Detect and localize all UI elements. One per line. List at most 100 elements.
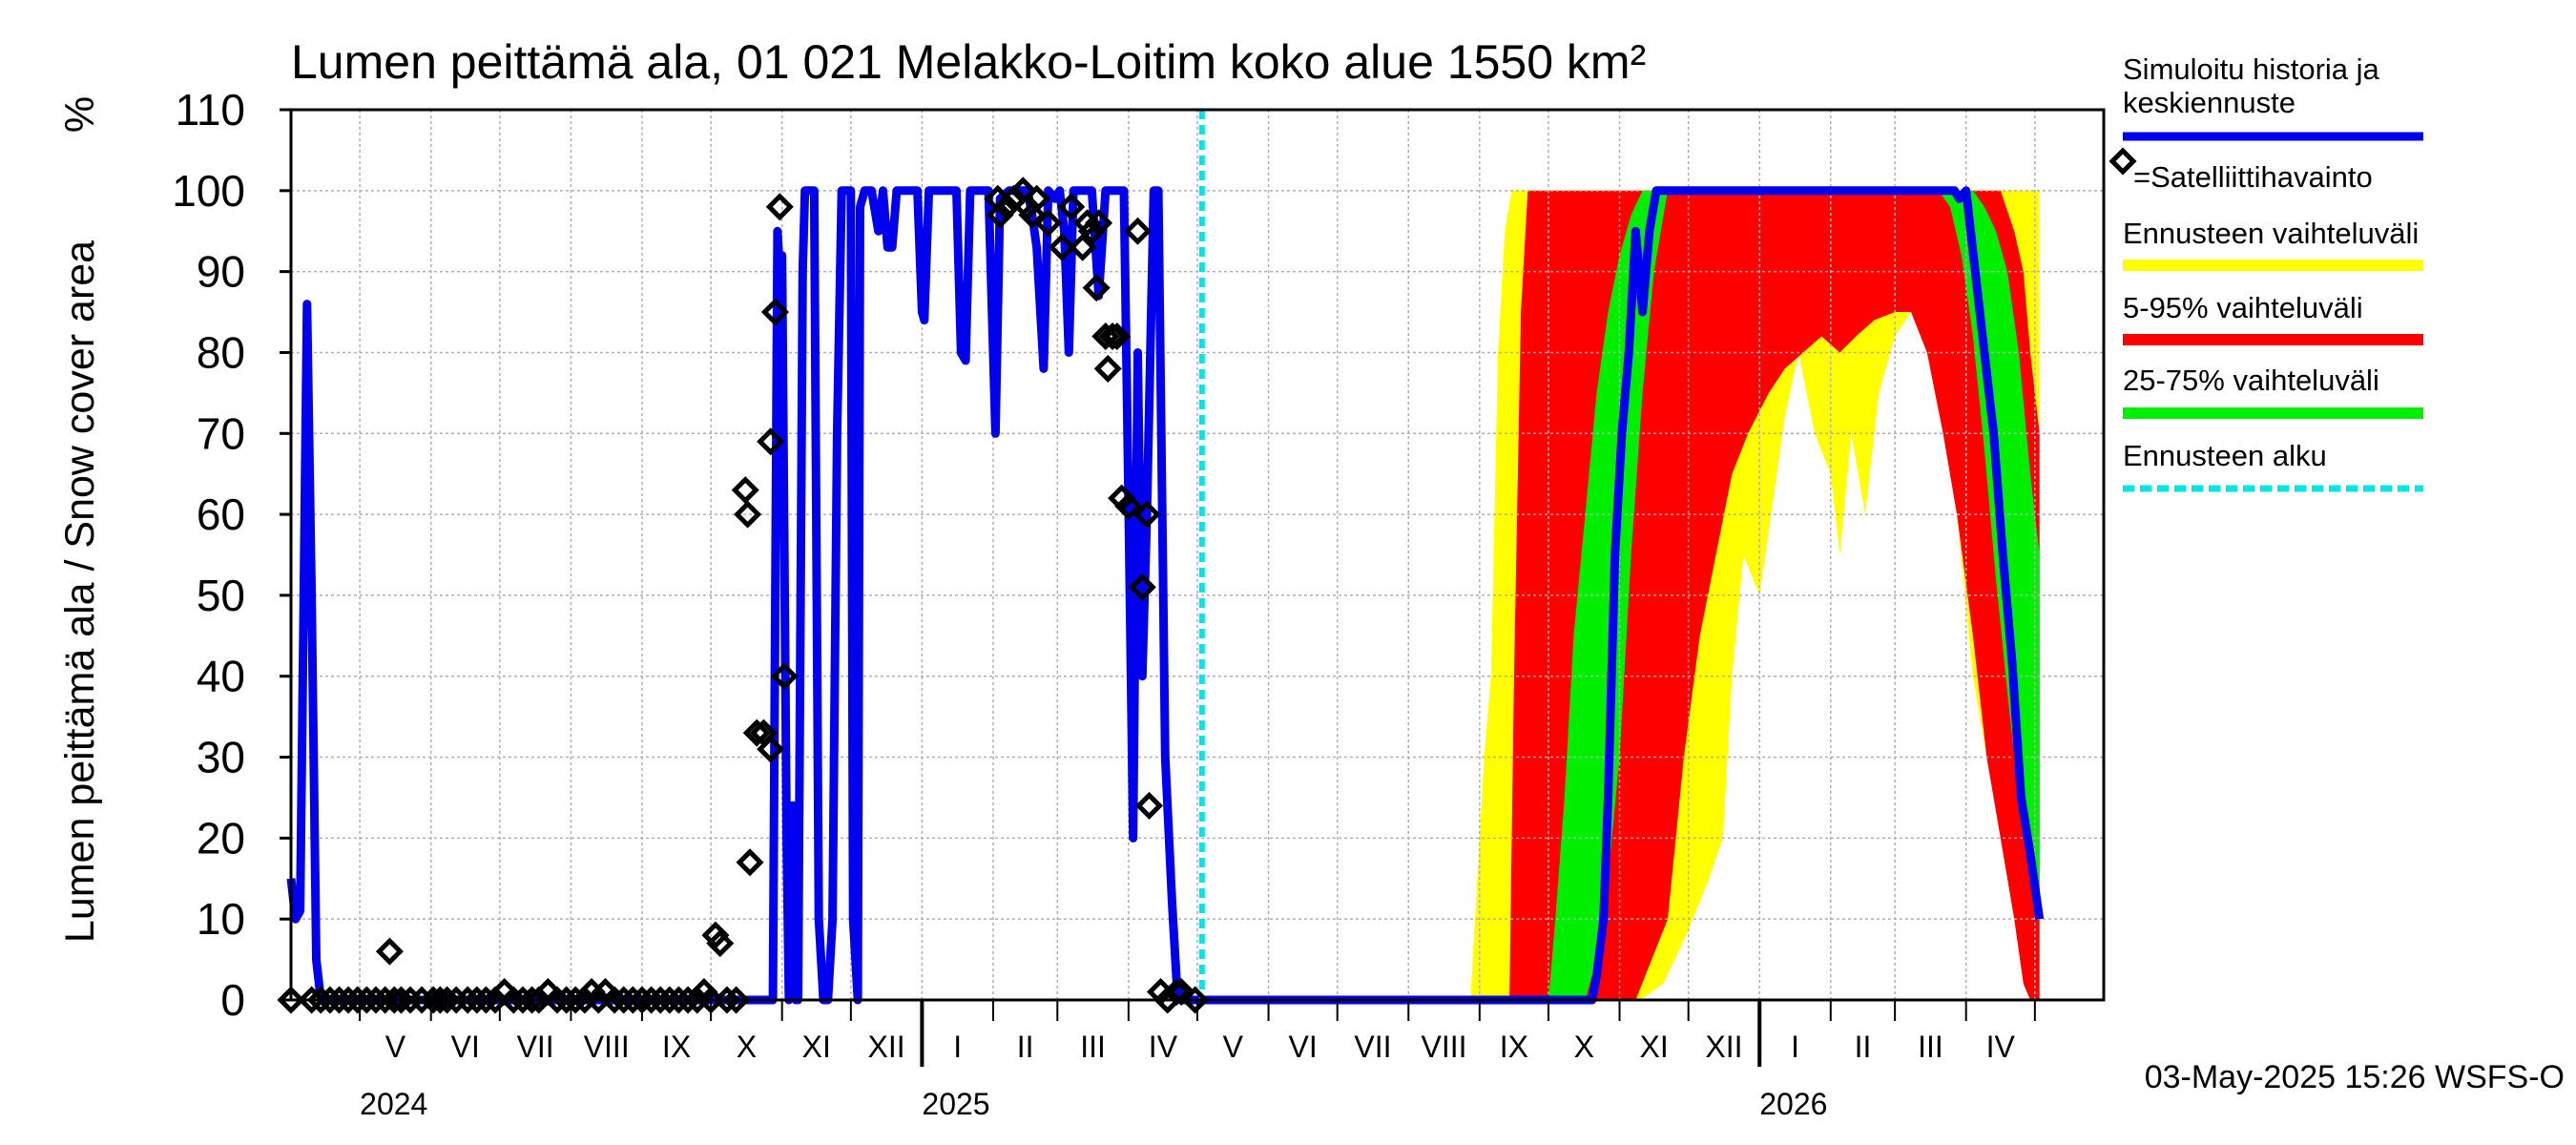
x-month-label: XI	[802, 1030, 831, 1064]
legend-label-sim-2: keskiennuste	[2123, 86, 2296, 119]
observation-point	[618, 986, 647, 1014]
observation-point	[646, 986, 675, 1014]
legend-label-sim-1: Simuloitu historia ja	[2123, 52, 2380, 86]
observation-point	[499, 986, 528, 1014]
observation-point	[386, 986, 415, 1014]
observation-point	[1057, 193, 1086, 221]
observation-point	[1082, 274, 1111, 302]
observation-point	[316, 986, 344, 1014]
observation-point	[433, 986, 462, 1014]
observation-point	[481, 986, 509, 1014]
observation-point	[1023, 184, 1051, 213]
x-month-label: VI	[451, 1030, 480, 1064]
observation-point	[765, 193, 794, 221]
x-month-label: VIII	[1422, 1030, 1467, 1064]
observation-point	[770, 662, 799, 691]
observation-point	[1048, 233, 1076, 261]
observation-point	[1132, 500, 1161, 529]
x-year-label: 2024	[360, 1087, 427, 1121]
observation-point	[362, 986, 390, 1014]
y-tick-label: 20	[197, 813, 245, 863]
observation-point	[742, 718, 771, 747]
x-month-label: X	[1574, 1030, 1594, 1064]
observation-point	[334, 986, 363, 1014]
observation-point	[736, 848, 764, 877]
observation-point	[298, 986, 326, 1014]
y-axis-unit: %	[57, 96, 103, 133]
y-tick-label: 10	[197, 894, 245, 944]
legend-swatch-obs	[2109, 147, 2137, 176]
x-month-label: III	[1918, 1030, 1943, 1064]
observation-point	[1114, 492, 1143, 521]
y-tick-label: 90	[197, 247, 245, 297]
observation-point	[655, 986, 684, 1014]
observation-point	[637, 986, 666, 1014]
x-month-label: VII	[1354, 1030, 1391, 1064]
x-year-label: 2025	[922, 1087, 989, 1121]
y-tick-label: 100	[172, 166, 245, 216]
observation-point	[722, 986, 751, 1014]
observation-point	[713, 986, 741, 1014]
observation-point	[992, 193, 1021, 221]
observation-point	[706, 929, 735, 958]
x-month-label: IV	[1149, 1030, 1178, 1064]
observation-point	[1034, 209, 1063, 238]
observation-point	[1103, 322, 1132, 351]
legend-label-obs: =Satelliittihavainto	[2133, 160, 2373, 194]
observation-point	[1093, 354, 1122, 383]
observation-point	[760, 298, 790, 326]
x-year-label: 2026	[1759, 1087, 1827, 1121]
y-tick-label: 110	[176, 85, 245, 135]
x-month-label: II	[1855, 1030, 1872, 1064]
observation-point	[986, 200, 1014, 229]
legend-label-4: 25-75% vaihteluväli	[2123, 364, 2379, 397]
x-month-label: I	[953, 1030, 962, 1064]
observation-point	[610, 986, 638, 1014]
observation-point	[1167, 977, 1195, 1007]
x-month-label: VI	[1289, 1030, 1318, 1064]
y-tick-label: 70	[197, 408, 245, 458]
observation-point	[471, 986, 500, 1014]
y-axis-label: Lumen peittämä ala / Snow cover area	[57, 240, 103, 943]
observation-point	[1069, 233, 1097, 261]
x-month-label: X	[737, 1030, 757, 1064]
x-month-label: IX	[662, 1030, 691, 1064]
observation-point	[1013, 193, 1042, 221]
observation-point	[277, 986, 305, 1014]
observation-point	[664, 986, 693, 1014]
observation-point	[543, 986, 571, 1014]
observation-point	[1000, 184, 1028, 213]
observation-point	[757, 427, 785, 456]
observation-point	[1128, 572, 1156, 601]
footer-timestamp: 03-May-2025 15:26 WSFS-O	[2145, 1059, 2565, 1095]
observation-point	[1018, 200, 1047, 229]
observation-point	[1134, 791, 1164, 820]
observation-point	[343, 986, 372, 1014]
x-month-label: XII	[1705, 1030, 1742, 1064]
observation-point	[463, 986, 491, 1014]
x-month-label: XII	[868, 1030, 905, 1064]
y-tick-label: 50	[197, 571, 245, 620]
legend-label-5: Ennusteen alku	[2123, 439, 2327, 472]
observation-point	[1077, 217, 1106, 245]
observation-point	[1162, 977, 1191, 1007]
x-month-label: II	[1017, 1030, 1034, 1064]
legend-label-2: Ennusteen vaihteluväli	[2123, 217, 2419, 250]
y-tick-label: 30	[197, 733, 245, 782]
observation-point	[375, 937, 404, 966]
observation-point	[701, 921, 730, 949]
satellite-observations	[277, 177, 1210, 1014]
observation-point	[552, 986, 581, 1014]
observation-point	[1181, 986, 1210, 1014]
x-month-label: I	[1791, 1030, 1799, 1064]
observation-point	[1098, 322, 1127, 351]
x-month-label: IV	[1986, 1030, 2016, 1064]
x-month-label: V	[1223, 1030, 1244, 1064]
legend-label-3: 5-95% vaihteluväli	[2123, 291, 2363, 324]
y-tick-label: 60	[197, 489, 245, 539]
observation-point	[600, 986, 629, 1014]
y-tick-label: 80	[197, 327, 245, 377]
